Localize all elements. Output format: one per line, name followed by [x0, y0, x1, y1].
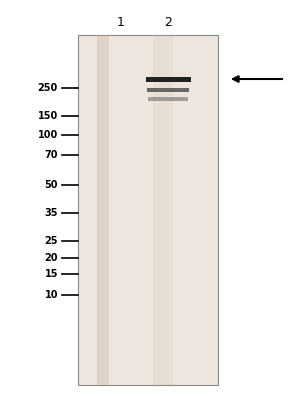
Bar [78, 35, 218, 385]
Text: 25: 25 [45, 236, 58, 246]
Bar [146, 76, 190, 82]
Bar [153, 35, 173, 385]
Text: 2: 2 [164, 16, 172, 28]
Text: 20: 20 [45, 253, 58, 263]
Text: 10: 10 [45, 290, 58, 300]
Bar [148, 97, 188, 101]
Text: 35: 35 [45, 208, 58, 218]
Text: 150: 150 [38, 111, 58, 121]
Text: 15: 15 [45, 269, 58, 279]
Text: 1: 1 [117, 16, 125, 28]
Text: 70: 70 [45, 150, 58, 160]
Text: 100: 100 [38, 130, 58, 140]
Text: 250: 250 [38, 83, 58, 93]
Text: 50: 50 [45, 180, 58, 190]
Bar [97, 35, 109, 385]
Bar [147, 88, 189, 92]
